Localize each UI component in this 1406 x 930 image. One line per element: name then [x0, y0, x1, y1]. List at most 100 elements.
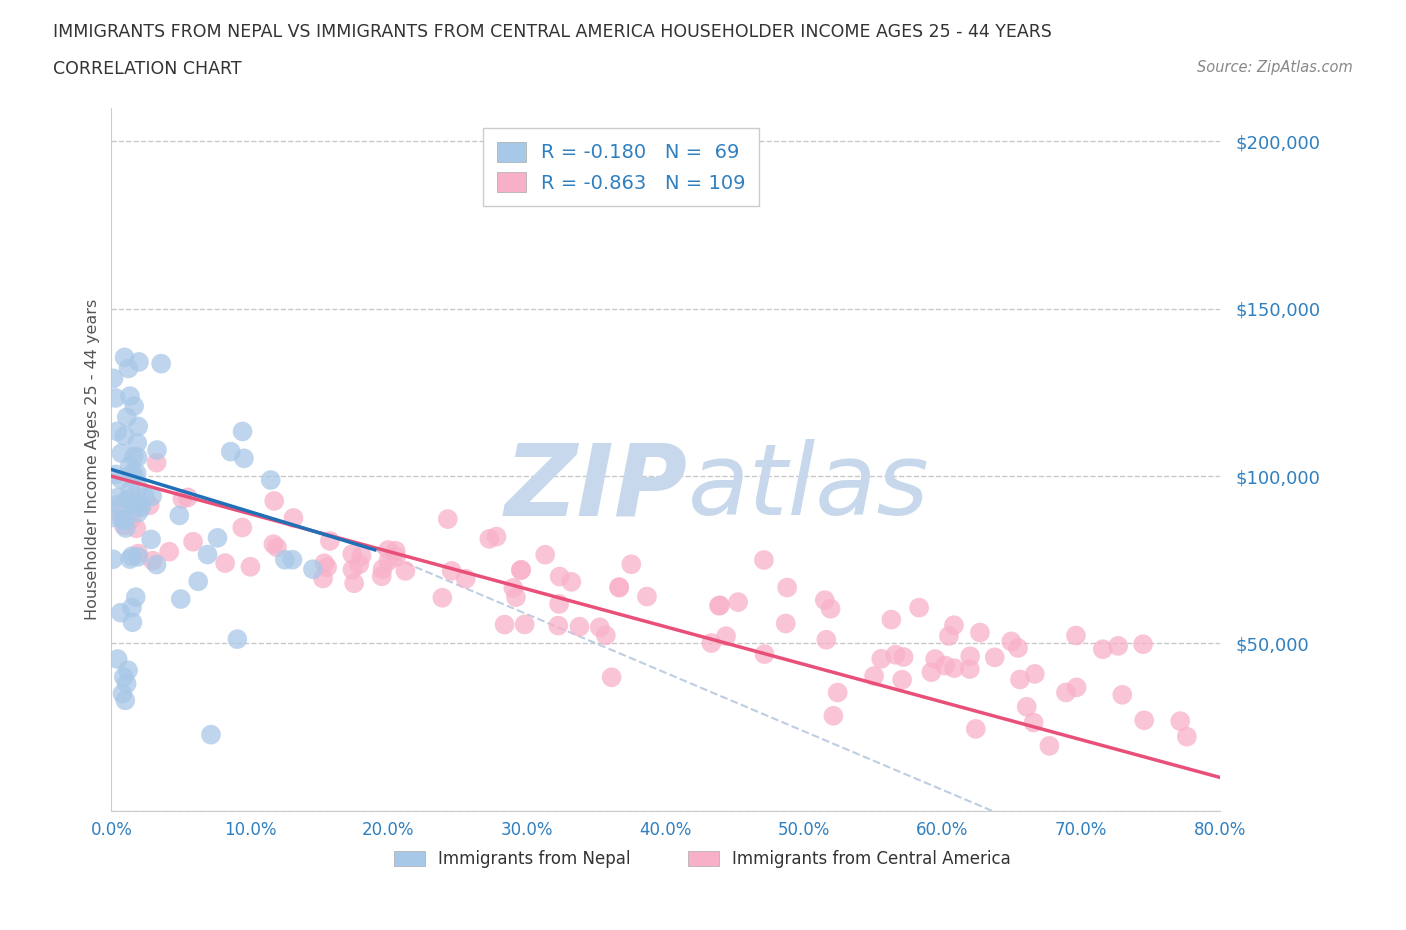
- Point: [172, 491, 194, 506]
- Point: [114, 693, 136, 708]
- Point: [121, 497, 143, 512]
- Point: [141, 489, 163, 504]
- Point: [115, 410, 138, 425]
- Point: [820, 602, 842, 617]
- Point: [1007, 641, 1029, 656]
- Text: CORRELATION CHART: CORRELATION CHART: [53, 60, 242, 78]
- Point: [342, 563, 364, 578]
- Point: [959, 649, 981, 664]
- Point: [908, 600, 931, 615]
- Point: [112, 670, 135, 684]
- Point: [127, 505, 149, 520]
- Text: Immigrants from Nepal: Immigrants from Nepal: [439, 850, 631, 868]
- Point: [1066, 680, 1088, 695]
- Point: [377, 542, 399, 557]
- Point: [103, 371, 125, 386]
- Point: [139, 532, 162, 547]
- Point: [127, 480, 149, 495]
- Point: [350, 549, 373, 564]
- Point: [181, 535, 204, 550]
- Point: [117, 663, 139, 678]
- Point: [231, 520, 253, 535]
- Point: [377, 553, 399, 568]
- Point: [107, 652, 129, 667]
- Point: [274, 552, 297, 567]
- Point: [1024, 667, 1046, 682]
- Point: [239, 559, 262, 574]
- Point: [607, 579, 630, 594]
- Point: [121, 600, 143, 615]
- Text: ZIP: ZIP: [505, 439, 688, 536]
- Point: [568, 619, 591, 634]
- Point: [146, 443, 169, 458]
- Point: [934, 658, 956, 673]
- Point: [232, 424, 254, 439]
- Point: [125, 590, 148, 604]
- Point: [122, 449, 145, 464]
- Point: [128, 498, 150, 513]
- Point: [138, 498, 160, 512]
- Point: [112, 518, 135, 533]
- Legend: R = -0.180   N =  69, R = -0.863   N = 109: R = -0.180 N = 69, R = -0.863 N = 109: [482, 128, 759, 206]
- Point: [110, 445, 132, 460]
- Point: [177, 490, 200, 505]
- Point: [727, 594, 749, 609]
- Point: [125, 521, 148, 536]
- Point: [1168, 713, 1191, 728]
- Point: [371, 569, 394, 584]
- Point: [884, 647, 907, 662]
- Point: [509, 563, 531, 578]
- Point: [200, 727, 222, 742]
- Point: [283, 511, 305, 525]
- Point: [920, 665, 942, 680]
- Point: [478, 531, 501, 546]
- Point: [775, 616, 797, 631]
- Text: atlas: atlas: [688, 439, 929, 536]
- Point: [1175, 729, 1198, 744]
- Point: [312, 571, 335, 586]
- Point: [120, 512, 142, 527]
- Point: [969, 625, 991, 640]
- Point: [815, 632, 838, 647]
- Point: [343, 576, 366, 591]
- Point: [121, 615, 143, 630]
- Point: [1022, 715, 1045, 730]
- Point: [1038, 738, 1060, 753]
- Point: [600, 670, 623, 684]
- Point: [620, 557, 643, 572]
- Point: [111, 686, 134, 701]
- Point: [1133, 712, 1156, 727]
- Point: [1132, 637, 1154, 652]
- Point: [548, 596, 571, 611]
- Point: [1015, 699, 1038, 714]
- Point: [823, 709, 845, 724]
- Point: [187, 574, 209, 589]
- Point: [983, 650, 1005, 665]
- Point: [120, 483, 142, 498]
- Point: [127, 550, 149, 565]
- Point: [101, 551, 124, 566]
- Point: [394, 564, 416, 578]
- Point: [319, 534, 342, 549]
- Point: [891, 672, 914, 687]
- Point: [122, 399, 145, 414]
- Point: [145, 557, 167, 572]
- Point: [707, 598, 730, 613]
- Point: [157, 544, 180, 559]
- Point: [965, 722, 987, 737]
- Point: [111, 512, 134, 527]
- Point: [316, 560, 339, 575]
- Point: [197, 547, 219, 562]
- Point: [943, 660, 966, 675]
- Point: [302, 562, 325, 577]
- Point: [943, 618, 966, 632]
- Point: [636, 589, 658, 604]
- Point: [128, 354, 150, 369]
- Point: [342, 547, 364, 562]
- Text: Source: ZipAtlas.com: Source: ZipAtlas.com: [1197, 60, 1353, 75]
- Point: [385, 550, 408, 565]
- Point: [607, 580, 630, 595]
- Point: [117, 492, 139, 507]
- Point: [347, 557, 370, 572]
- Point: [226, 631, 249, 646]
